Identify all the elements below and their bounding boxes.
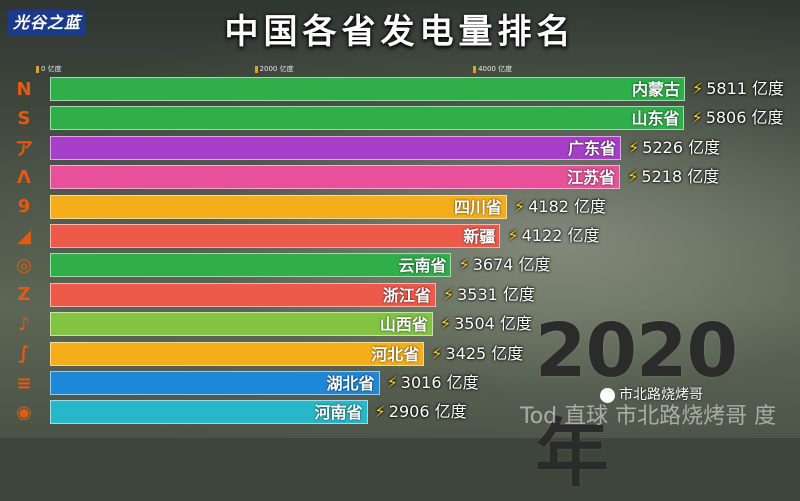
value-text: 5806 亿度 xyxy=(705,108,784,128)
bar: 湖北省 xyxy=(50,371,380,395)
value-label: ⚡ 5226 亿度 xyxy=(628,135,720,161)
bar-label: 浙江省 xyxy=(382,285,431,305)
bar: 河北省 xyxy=(50,341,425,366)
tv-station-logo-icon: ♪ xyxy=(18,313,30,335)
tv-station-logo-icon: ∫ xyxy=(18,343,30,365)
tv-station-logo-icon: ≡ xyxy=(16,372,32,394)
bar-label: 内蒙古 xyxy=(631,80,680,99)
tv-station-logo-icon: ◎ xyxy=(16,254,32,276)
tv-station-logo-icon: Λ xyxy=(17,166,31,188)
value-text: 3674 亿度 xyxy=(472,255,551,275)
bar-label: 山西省 xyxy=(379,315,428,335)
lightning-icon: ⚡ xyxy=(627,167,639,187)
tv-station-logo-icon: ア xyxy=(15,138,33,160)
watermark-account-text: 市北路烧烤哥 xyxy=(619,387,703,403)
bar-row: 9 四川省 ⚡ 4182 亿度 xyxy=(0,194,800,220)
axis-tick-label: 4000 亿度 xyxy=(473,64,512,74)
bar-label: 河北省 xyxy=(371,344,420,364)
bar-row: Λ 江苏省 ⚡ 5218 亿度 xyxy=(0,164,800,190)
lightning-icon: ⚡ xyxy=(692,79,704,98)
lightning-icon: ⚡ xyxy=(507,226,519,245)
tv-station-logo-icon: N xyxy=(16,78,32,100)
bar: 云南省 xyxy=(50,253,452,278)
axis-ticks: 0 亿度 2000 亿度 4000 亿度 xyxy=(0,64,800,76)
bar-row: ♪ 山西省 ⚡ 3504 亿度 xyxy=(0,311,800,337)
value-label: ⚡ 3674 亿度 xyxy=(458,252,550,278)
bar-row: ◉ 河南省 ⚡ 2906 亿度 xyxy=(0,399,800,425)
watermark-overlay: Tod 直球 市北路烧烤哥 度 xyxy=(520,404,777,429)
value-label: ⚡ 3531 亿度 xyxy=(443,282,535,308)
bar: 内蒙古 xyxy=(50,77,685,101)
value-text: 5811 亿度 xyxy=(706,79,785,98)
value-label: ⚡ 4122 亿度 xyxy=(507,223,599,249)
value-text: 4182 亿度 xyxy=(528,196,607,216)
value-text: 3531 亿度 xyxy=(457,284,535,304)
tv-station-logo-icon: ◢ xyxy=(17,225,31,247)
page-title: 中国各省发电量排名 xyxy=(224,12,576,52)
lightning-icon: ⚡ xyxy=(691,108,703,128)
lightning-icon: ⚡ xyxy=(458,255,470,275)
value-label: ⚡ 5806 亿度 xyxy=(691,105,783,131)
value-label: ⚡ 2906 亿度 xyxy=(375,399,467,425)
lightning-icon: ⚡ xyxy=(374,402,386,422)
bar-row: ア 广东省 ⚡ 5226 亿度 xyxy=(0,135,800,161)
bar-row: ≡ 湖北省 ⚡ 3016 亿度 xyxy=(0,370,800,396)
channel-logo: 光谷之蓝 xyxy=(8,10,86,36)
lightning-icon: ⚡ xyxy=(442,284,455,304)
tv-station-logo-icon: S xyxy=(17,107,31,129)
bar-label: 山东省 xyxy=(631,109,680,129)
bar-label: 广东省 xyxy=(568,138,617,158)
bar: 河南省 xyxy=(50,400,368,425)
value-label: ⚡ 3016 亿度 xyxy=(387,370,479,396)
bar-row: ◢ 新疆 ⚡ 4122 亿度 xyxy=(0,223,800,249)
bar: 江苏省 xyxy=(50,165,621,190)
bar: 新疆 xyxy=(50,224,501,248)
lightning-icon: ⚡ xyxy=(439,314,452,334)
tv-station-logo-icon: Z xyxy=(17,284,31,306)
value-text: 3425 亿度 xyxy=(445,343,524,363)
value-label: ⚡ 3425 亿度 xyxy=(431,341,523,367)
value-text: 4122 亿度 xyxy=(521,226,600,245)
value-label: ⚡ 4182 亿度 xyxy=(514,194,606,220)
bar-row: Z 浙江省 ⚡ 3531 亿度 xyxy=(0,282,800,308)
bar: 广东省 xyxy=(50,135,622,160)
value-text: 5226 亿度 xyxy=(642,137,721,157)
wechat-icon xyxy=(600,387,615,403)
bar-row: ∫ 河北省 ⚡ 3425 亿度 xyxy=(0,341,800,367)
lightning-icon: ⚡ xyxy=(513,196,526,216)
axis-tick-label: 2000 亿度 xyxy=(255,64,294,74)
watermark-account: 市北路烧烤哥 xyxy=(600,384,703,404)
value-text: 2906 亿度 xyxy=(388,402,467,422)
value-text: 3016 亿度 xyxy=(400,373,479,392)
tv-station-logo-icon: 9 xyxy=(17,196,31,218)
bar: 浙江省 xyxy=(50,282,436,307)
bar: 山东省 xyxy=(50,106,685,131)
axis-tick-label: 0 亿度 xyxy=(36,64,62,74)
bar-label: 江苏省 xyxy=(567,168,616,188)
lightning-icon: ⚡ xyxy=(431,343,443,363)
bar-row: ◎ 云南省 ⚡ 3674 亿度 xyxy=(0,252,800,278)
bar-label: 四川省 xyxy=(453,197,502,217)
value-label: ⚡ 5811 亿度 xyxy=(692,76,784,102)
bar-row: N 内蒙古 ⚡ 5811 亿度 xyxy=(0,76,800,102)
lightning-icon: ⚡ xyxy=(628,137,640,157)
bar: 四川省 xyxy=(50,194,507,219)
bar-label: 云南省 xyxy=(398,256,447,276)
tv-station-logo-icon: ◉ xyxy=(16,401,32,423)
bar-label: 湖北省 xyxy=(326,374,375,393)
value-label: ⚡ 3504 亿度 xyxy=(440,311,532,337)
value-text: 3504 亿度 xyxy=(454,314,532,334)
bar: 山西省 xyxy=(50,312,433,337)
value-label: ⚡ 5218 亿度 xyxy=(627,164,719,190)
value-text: 5218 亿度 xyxy=(641,167,720,187)
lightning-icon: ⚡ xyxy=(386,373,398,392)
bar-label: 新疆 xyxy=(463,227,496,246)
bar-row: S 山东省 ⚡ 5806 亿度 xyxy=(0,105,800,131)
bar-label: 河南省 xyxy=(314,403,363,423)
